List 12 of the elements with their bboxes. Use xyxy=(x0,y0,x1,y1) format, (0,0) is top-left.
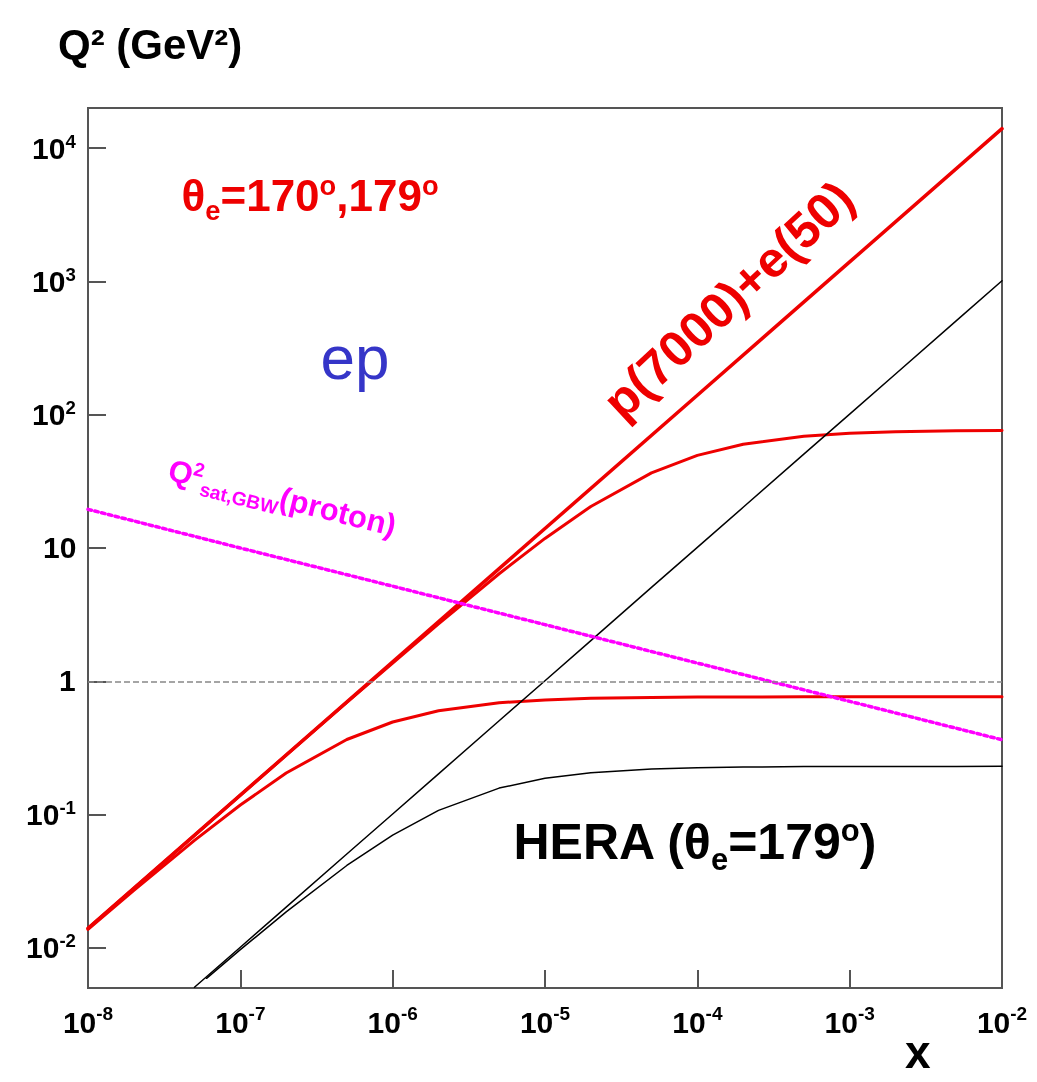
x-axis-title: x xyxy=(905,1026,931,1078)
y-tick-label: 10 xyxy=(43,531,77,564)
annotation: θ$_{e}$=170$^{o}$,179$^{o}$ xyxy=(181,169,439,226)
y-tick-label: 10$^{-1}$ xyxy=(26,797,76,832)
y-tick-label: 10$^{2}$ xyxy=(32,397,76,432)
y-tick-label: 10$^{3}$ xyxy=(32,263,76,298)
annotation: HERA (θ$_{e}$=179$^{o}$) xyxy=(513,813,877,877)
annotation: ep xyxy=(320,323,390,392)
y-tick-label: 1 xyxy=(59,664,76,698)
y-tick-label: 10$^{-2}$ xyxy=(26,930,76,965)
y-tick-label: 10$^{4}$ xyxy=(32,130,76,165)
y-axis-title: Q² (GeV²) xyxy=(58,21,243,68)
